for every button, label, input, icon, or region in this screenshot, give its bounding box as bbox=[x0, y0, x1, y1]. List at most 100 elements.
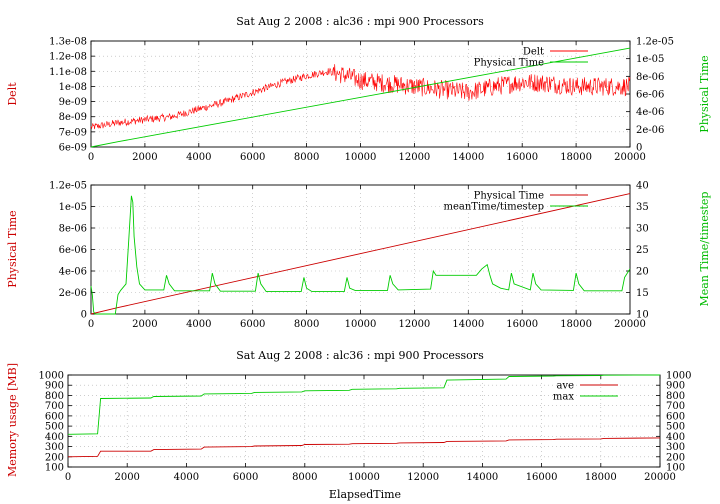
x-tick-label: 2000 bbox=[132, 319, 157, 330]
x-tick-label: 2000 bbox=[114, 472, 139, 483]
y-axis-label: Physical Time bbox=[6, 210, 19, 287]
series-line-physical-time bbox=[90, 193, 631, 315]
series-line-max bbox=[67, 374, 661, 435]
y2-tick-label: 40 bbox=[636, 181, 649, 192]
x-tick-label: 16000 bbox=[506, 152, 538, 163]
y2-tick-label: 10 bbox=[636, 310, 649, 321]
x-tick-label: 14000 bbox=[452, 152, 484, 163]
y2-tick-label: 100 bbox=[666, 463, 685, 474]
y-tick-label: 0 bbox=[81, 310, 87, 321]
y2-tick-label: 700 bbox=[666, 401, 685, 412]
x-tick-label: 4000 bbox=[174, 472, 199, 483]
x-tick-label: 20000 bbox=[614, 152, 646, 163]
x-tick-label: 6000 bbox=[240, 152, 265, 163]
x-tick-label: 18000 bbox=[560, 319, 592, 330]
x-axis-label: ElapsedTime bbox=[329, 488, 401, 501]
y-tick-label: 6e-06 bbox=[59, 245, 87, 256]
y-tick-label: 300 bbox=[45, 442, 64, 453]
delt-panel: Sat Aug 2 2008 : alc36 : mpi 900 Process… bbox=[6, 15, 711, 163]
legend-label: Delt bbox=[523, 47, 544, 58]
y2-tick-label: 6e-06 bbox=[636, 90, 664, 101]
x-tick-label: 20000 bbox=[644, 472, 676, 483]
plot-frame bbox=[90, 184, 631, 315]
y2-tick-label: 300 bbox=[666, 442, 685, 453]
x-tick-label: 8000 bbox=[294, 152, 319, 163]
y2-tick-label: 20 bbox=[636, 267, 649, 278]
y2-tick-label: 4e-06 bbox=[636, 107, 664, 118]
series-line-meantime-timestep bbox=[90, 195, 631, 315]
y2-tick-label: 2e-06 bbox=[636, 125, 664, 136]
y-tick-label: 200 bbox=[45, 452, 64, 463]
x-tick-label: 0 bbox=[88, 152, 94, 163]
y2-tick-label: 35 bbox=[636, 202, 649, 213]
legend-label: Physical Time bbox=[474, 58, 544, 69]
x-tick-label: 18000 bbox=[585, 472, 617, 483]
x-tick-label: 20000 bbox=[614, 319, 646, 330]
y2-tick-label: 30 bbox=[636, 224, 649, 235]
y-tick-label: 1.1e-08 bbox=[49, 67, 87, 78]
y2-tick-label: 15 bbox=[636, 288, 649, 299]
y-axis-label: Memory usage [MB] bbox=[6, 363, 19, 477]
y2-tick-label: 500 bbox=[666, 422, 685, 433]
y-tick-label: 6e-09 bbox=[59, 143, 87, 154]
plot-frame bbox=[90, 40, 631, 148]
y-tick-label: 1000 bbox=[39, 371, 64, 382]
x-tick-label: 12000 bbox=[398, 319, 430, 330]
plot-frame bbox=[67, 374, 661, 468]
y-axis-label: Delt bbox=[6, 82, 19, 106]
legend-label: meanTime/timestep bbox=[443, 202, 544, 213]
y-tick-label: 400 bbox=[45, 432, 64, 443]
y2-tick-label: 0 bbox=[636, 143, 642, 154]
y-tick-label: 1e-05 bbox=[59, 202, 87, 213]
x-tick-label: 16000 bbox=[506, 319, 538, 330]
y-tick-label: 1.2e-05 bbox=[49, 181, 87, 192]
series-line-ave bbox=[67, 437, 661, 458]
memory-panel: Sat Aug 2 2008 : alc36 : mpi 900 Process… bbox=[6, 349, 691, 501]
y2-tick-label: 1e-05 bbox=[636, 54, 664, 65]
x-tick-label: 18000 bbox=[560, 152, 592, 163]
series-line-physical-time bbox=[90, 47, 631, 148]
y-tick-label: 600 bbox=[45, 411, 64, 422]
x-tick-label: 6000 bbox=[233, 472, 258, 483]
x-tick-label: 10000 bbox=[345, 319, 377, 330]
y2-tick-label: 400 bbox=[666, 432, 685, 443]
y-tick-label: 1.3e-08 bbox=[49, 37, 87, 48]
y-tick-label: 500 bbox=[45, 422, 64, 433]
y-tick-label: 4e-06 bbox=[59, 267, 87, 278]
y-tick-label: 8e-06 bbox=[59, 224, 87, 235]
x-tick-label: 14000 bbox=[452, 319, 484, 330]
legend-label: ave bbox=[556, 381, 574, 392]
panel-title: Sat Aug 2 2008 : alc36 : mpi 900 Process… bbox=[236, 15, 484, 28]
y2-tick-label: 25 bbox=[636, 245, 649, 256]
x-tick-label: 4000 bbox=[186, 152, 211, 163]
x-tick-label: 0 bbox=[88, 319, 94, 330]
y2-tick-label: 900 bbox=[666, 381, 685, 392]
x-tick-label: 16000 bbox=[526, 472, 558, 483]
y-tick-label: 1.2e-08 bbox=[49, 52, 87, 63]
x-tick-label: 10000 bbox=[348, 472, 380, 483]
y2-tick-label: 600 bbox=[666, 411, 685, 422]
physical-time-panel: Physical Time Mean Time/timestep 0 2000 40… bbox=[6, 181, 711, 331]
x-tick-label: 8000 bbox=[294, 319, 319, 330]
y-tick-label: 2e-06 bbox=[59, 288, 87, 299]
x-tick-label: 0 bbox=[65, 472, 71, 483]
x-tick-label: 6000 bbox=[240, 319, 265, 330]
x-tick-label: 12000 bbox=[398, 152, 430, 163]
y-tick-label: 700 bbox=[45, 401, 64, 412]
y-tick-label: 100 bbox=[45, 463, 64, 474]
y2-tick-label: 1.2e-05 bbox=[636, 37, 674, 48]
x-tick-label: 10000 bbox=[345, 152, 377, 163]
y2-tick-label: 8e-06 bbox=[636, 72, 664, 83]
y-tick-label: 7e-09 bbox=[59, 127, 87, 138]
x-tick-label: 14000 bbox=[466, 472, 498, 483]
panel-title: Sat Aug 2 2008 : alc36 : mpi 900 Process… bbox=[236, 349, 484, 362]
series-line-delt bbox=[90, 64, 631, 130]
y2-tick-label: 800 bbox=[666, 391, 685, 402]
y2-axis-label: Physical Time bbox=[698, 55, 711, 132]
x-tick-label: 12000 bbox=[407, 472, 439, 483]
y2-axis-label: Mean Time/timestep bbox=[698, 192, 711, 307]
x-tick-label: 4000 bbox=[186, 319, 211, 330]
y-tick-label: 800 bbox=[45, 391, 64, 402]
legend-label: max bbox=[553, 392, 574, 403]
